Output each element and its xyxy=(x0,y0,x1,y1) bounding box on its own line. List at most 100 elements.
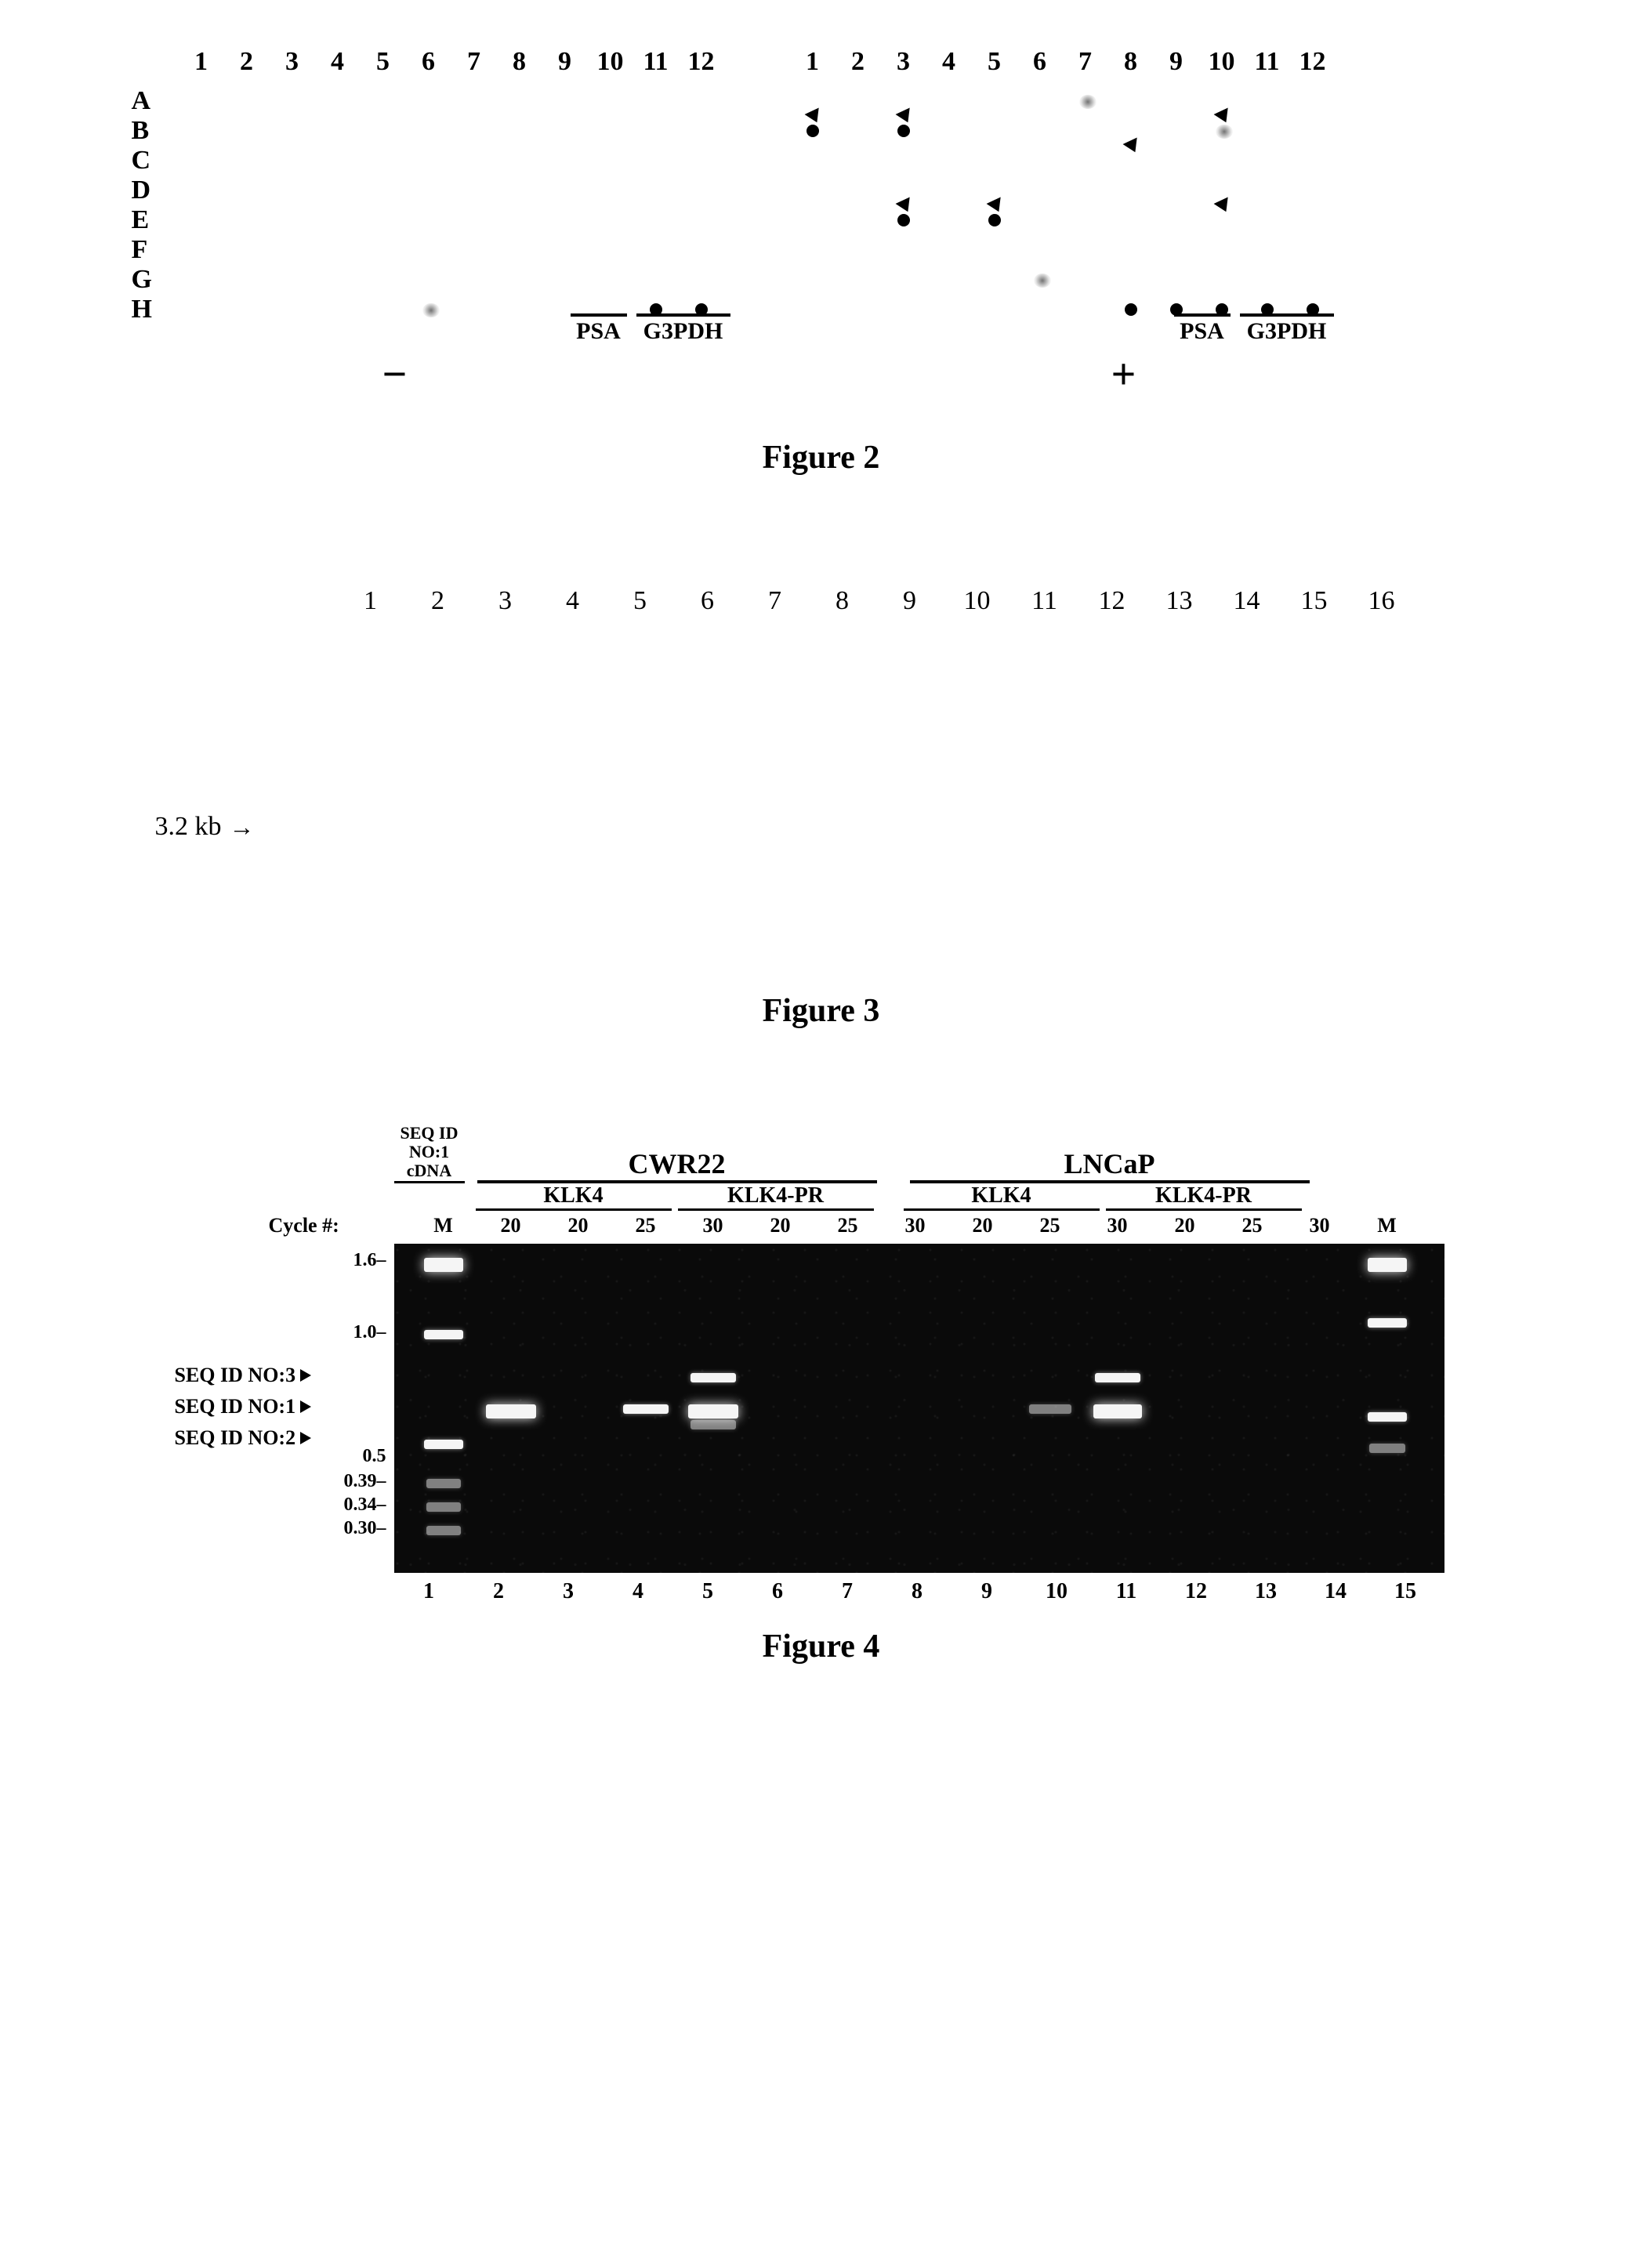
subgroup-klk4-2: KLK4 xyxy=(904,1183,1100,1211)
gel-band xyxy=(426,1502,461,1512)
lane-label: 16 xyxy=(1357,586,1406,616)
spot-mark xyxy=(1125,303,1137,316)
gel-band xyxy=(426,1479,461,1488)
size-marker-label: 0.34– xyxy=(344,1494,386,1516)
figure-2-left-col-labels: 123456789101112 xyxy=(179,47,724,77)
figure-2-left-panel: 123456789101112 PSA G3PDH − xyxy=(116,47,735,329)
arrow-mark xyxy=(804,108,824,126)
cycle-value: 20 xyxy=(747,1214,814,1237)
figure-2-content: ABCDEFGH 123456789101112 PSA G3PDH − 123… xyxy=(116,47,1527,329)
lane-number: 14 xyxy=(1301,1579,1371,1604)
gel-band xyxy=(424,1330,463,1339)
col-label: 1 xyxy=(790,47,835,77)
right-arrow-icon xyxy=(300,1432,311,1444)
col-label: 4 xyxy=(315,47,361,77)
col-label: 2 xyxy=(835,47,881,77)
gel-band xyxy=(1369,1444,1405,1453)
lane-label: 13 xyxy=(1155,586,1204,616)
lane-label: 2 xyxy=(414,586,462,616)
lane-label: 5 xyxy=(616,586,665,616)
cycle-value: 20 xyxy=(545,1214,612,1237)
smudge-mark xyxy=(1216,125,1233,139)
col-label: 7 xyxy=(1063,47,1108,77)
size-marker-label: 1.0– xyxy=(353,1322,386,1343)
right-arrow-icon xyxy=(300,1400,311,1413)
size-marker-label: 0.39– xyxy=(344,1471,386,1492)
col-label: 10 xyxy=(1199,47,1245,77)
lane-label: 1 xyxy=(346,586,395,616)
g3pdh-label: G3PDH xyxy=(636,313,730,345)
figure-2-right-grid xyxy=(790,86,1339,329)
right-arrow-icon: → xyxy=(230,813,255,842)
gel-band xyxy=(1368,1412,1407,1422)
figure-4-caption: Figure 4 xyxy=(78,1628,1564,1665)
lane-label: 14 xyxy=(1223,586,1271,616)
g3pdh-label: G3PDH xyxy=(1240,313,1334,345)
gel-band xyxy=(1368,1258,1407,1272)
cycle-value: 25 xyxy=(612,1214,680,1237)
col-label: 8 xyxy=(1108,47,1154,77)
col-label: 12 xyxy=(679,47,724,77)
col-label: 6 xyxy=(1017,47,1063,77)
lane-label: 11 xyxy=(1020,586,1069,616)
right-arrow-icon xyxy=(300,1369,311,1382)
psa-label: PSA xyxy=(571,313,627,345)
arrow-mark xyxy=(986,197,1006,216)
col-label: 11 xyxy=(1245,47,1290,77)
figure-3-content: 12345678910111213141516 3.2 kb → xyxy=(155,571,1488,961)
cycle-value: 20 xyxy=(949,1214,1017,1237)
lane-number: 15 xyxy=(1371,1579,1441,1604)
figure-2-right-bottom-labels: PSA G3PDH xyxy=(1174,313,1334,345)
figure-2-right-panel: 123456789101112 PSA G3PDH + xyxy=(782,47,1401,329)
figure-3-caption: Figure 3 xyxy=(78,992,1564,1030)
lane-number: 7 xyxy=(813,1579,883,1604)
lane-number: 5 xyxy=(673,1579,743,1604)
gel-band xyxy=(688,1404,738,1418)
smudge-mark xyxy=(422,303,440,317)
cycle-value: 25 xyxy=(1219,1214,1286,1237)
col-label: 3 xyxy=(270,47,315,77)
spot-mark xyxy=(897,125,910,137)
arrow-mark xyxy=(895,108,915,126)
cycle-number-label: Cycle #: xyxy=(269,1214,339,1237)
gel-band xyxy=(691,1373,736,1382)
marker-m-left: M xyxy=(410,1214,477,1237)
lane-number: 2 xyxy=(464,1579,534,1604)
col-label: 2 xyxy=(224,47,270,77)
lane-label: 9 xyxy=(886,586,934,616)
col-label: 10 xyxy=(588,47,633,77)
gel-band xyxy=(1093,1404,1142,1418)
subgroup-klk4pr-1: KLK4-PR xyxy=(678,1183,874,1211)
seq-cdna-label-1: SEQ ID NO:1 xyxy=(394,1124,465,1161)
gel-band xyxy=(424,1258,463,1272)
cycle-value: 25 xyxy=(1017,1214,1084,1237)
figure-4-gel-image xyxy=(394,1244,1444,1573)
gel-band xyxy=(486,1404,536,1418)
subgroup-klk4-1: KLK4 xyxy=(476,1183,672,1211)
plus-sign: + xyxy=(1111,350,1136,400)
lane-label: 7 xyxy=(751,586,799,616)
gel-band xyxy=(1368,1318,1407,1328)
size-value: 3.2 kb xyxy=(155,812,222,842)
lane-number: 1 xyxy=(394,1579,464,1604)
col-label: 9 xyxy=(1154,47,1199,77)
col-label: 3 xyxy=(881,47,926,77)
figure-4-lane-numbers: 123456789101112131415 xyxy=(394,1579,1468,1604)
seq-id-row: SEQ ID NO:2 xyxy=(175,1426,312,1450)
cycle-value: 30 xyxy=(1084,1214,1151,1237)
lane-label: 8 xyxy=(818,586,867,616)
gel-band xyxy=(426,1526,461,1535)
cell-line-cwr22: CWR22 xyxy=(477,1147,877,1183)
smudge-mark xyxy=(1034,274,1051,288)
lane-number: 10 xyxy=(1022,1579,1092,1604)
seq-id-row: SEQ ID NO:1 xyxy=(175,1395,312,1418)
seq-id-row: SEQ ID NO:3 xyxy=(175,1364,312,1387)
cycle-value: 20 xyxy=(1151,1214,1219,1237)
cell-line-lncap: LNCaP xyxy=(910,1147,1310,1183)
figure-2-left-bottom-labels: PSA G3PDH xyxy=(571,313,730,345)
spot-mark xyxy=(807,125,819,137)
lane-label: 15 xyxy=(1290,586,1339,616)
spot-mark xyxy=(897,214,910,226)
gel-band xyxy=(1029,1404,1071,1414)
minus-sign: − xyxy=(382,350,408,400)
